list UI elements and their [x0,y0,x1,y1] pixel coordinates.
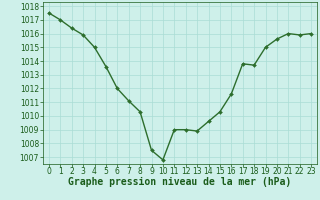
X-axis label: Graphe pression niveau de la mer (hPa): Graphe pression niveau de la mer (hPa) [68,177,292,187]
